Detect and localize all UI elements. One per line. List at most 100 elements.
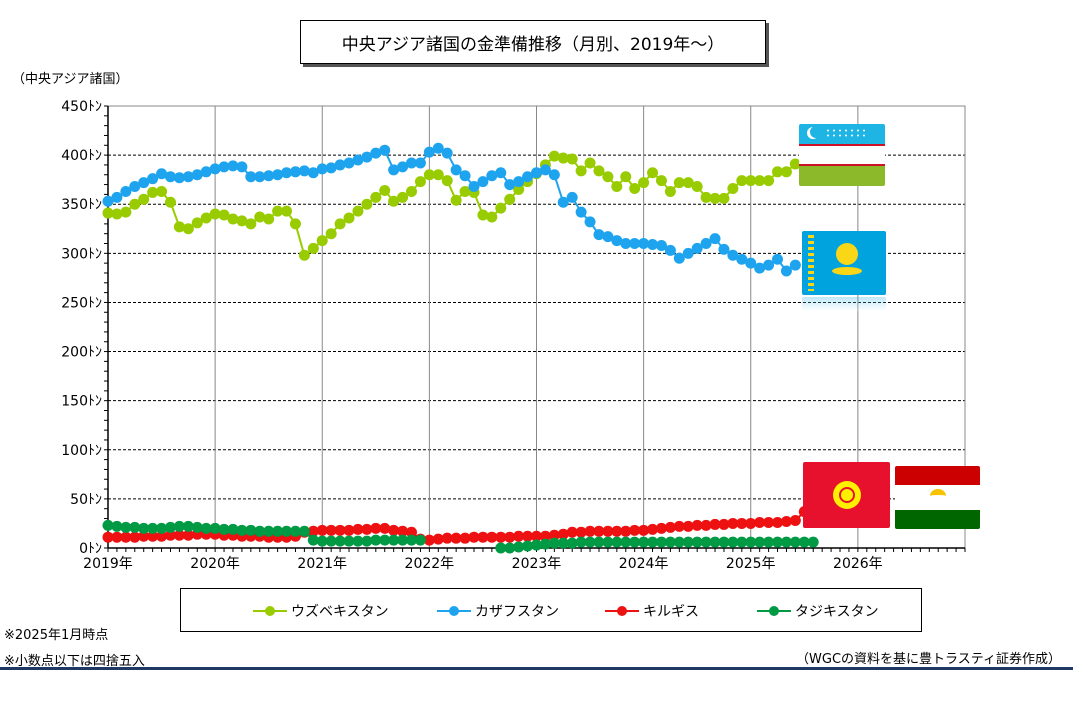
data-point — [727, 536, 739, 548]
data-point — [709, 233, 721, 245]
note-date: ※2025年1月時点 — [4, 628, 109, 643]
data-point — [629, 524, 641, 536]
legend-label: キルギス — [643, 604, 699, 620]
data-point — [629, 536, 641, 548]
data-point — [477, 531, 489, 543]
tajikistan-flag — [895, 466, 980, 529]
data-point — [789, 259, 801, 271]
y-tick-label: 450ﾄﾝ — [61, 99, 102, 115]
data-point — [298, 165, 310, 177]
data-point — [673, 177, 685, 189]
data-point — [129, 531, 141, 543]
data-point — [736, 536, 748, 548]
data-point — [575, 536, 587, 548]
data-point — [281, 205, 293, 217]
data-point — [539, 164, 551, 176]
data-point — [414, 157, 426, 169]
y-tick-label: 100ﾄﾝ — [61, 443, 102, 459]
data-point — [138, 522, 150, 534]
data-point — [557, 152, 569, 164]
data-point — [307, 525, 319, 537]
data-point — [450, 532, 462, 544]
legend-item-tajikistan: タジキスタン — [757, 601, 879, 621]
x-tick-label: 2022年 — [405, 556, 455, 572]
data-point — [263, 525, 275, 537]
data-point — [593, 165, 605, 177]
data-point — [200, 522, 212, 534]
data-point — [334, 159, 346, 171]
data-point — [691, 242, 703, 254]
data-point — [575, 165, 587, 177]
data-point — [129, 521, 141, 533]
data-point — [495, 542, 507, 554]
data-point — [736, 253, 748, 265]
data-point — [281, 525, 293, 537]
data-point — [772, 516, 784, 528]
data-point — [245, 171, 257, 183]
data-point — [352, 154, 364, 166]
data-point — [147, 530, 159, 542]
data-point — [629, 238, 641, 250]
data-point — [111, 531, 123, 543]
data-point — [209, 208, 221, 220]
data-point — [620, 525, 632, 537]
y-tick-label: 350ﾄﾝ — [61, 197, 102, 213]
data-point — [111, 208, 123, 220]
data-point — [316, 163, 328, 175]
data-point — [361, 151, 373, 163]
data-point — [236, 215, 248, 227]
legend-label: カザフスタン — [475, 604, 559, 620]
data-point — [102, 531, 114, 543]
data-point — [566, 191, 578, 203]
y-tick-label: 200ﾄﾝ — [61, 345, 102, 361]
data-point — [200, 212, 212, 224]
data-point — [647, 238, 659, 250]
data-point — [664, 185, 676, 197]
data-point — [254, 171, 266, 183]
data-point — [638, 177, 650, 189]
data-point — [557, 196, 569, 208]
data-point — [182, 529, 194, 541]
data-point — [780, 536, 792, 548]
data-point — [388, 534, 400, 546]
data-point — [763, 536, 775, 548]
data-point — [307, 534, 319, 546]
data-point — [307, 242, 319, 254]
data-point — [486, 211, 498, 223]
data-point — [423, 146, 435, 158]
data-point — [245, 524, 257, 536]
data-point — [495, 167, 507, 179]
data-point — [281, 167, 293, 179]
data-point — [343, 212, 355, 224]
data-point — [620, 238, 632, 250]
legend: ウズベキスタン カザフスタン キルギス タジキスタン — [180, 588, 922, 632]
data-point — [379, 184, 391, 196]
data-point — [191, 521, 203, 533]
data-point — [370, 147, 382, 159]
y-tick-label: 400ﾄﾝ — [61, 148, 102, 164]
data-point — [432, 169, 444, 181]
data-point — [789, 514, 801, 526]
data-point — [423, 534, 435, 546]
data-point — [513, 530, 525, 542]
data-point — [513, 183, 525, 195]
data-point — [647, 536, 659, 548]
data-point — [236, 524, 248, 536]
data-point — [789, 158, 801, 170]
data-point — [655, 522, 667, 534]
data-point — [539, 530, 551, 542]
data-point — [191, 169, 203, 181]
data-point — [156, 168, 168, 180]
data-point — [397, 161, 409, 173]
data-point — [325, 535, 337, 547]
data-point — [147, 522, 159, 534]
chart-title: 中央アジア諸国の金準備推移（月別、2019年～） — [300, 20, 766, 64]
data-point — [450, 164, 462, 176]
data-point — [530, 539, 542, 551]
data-point — [406, 185, 418, 197]
data-point — [361, 198, 373, 210]
data-point — [307, 167, 319, 179]
data-point — [343, 535, 355, 547]
data-point — [397, 525, 409, 537]
